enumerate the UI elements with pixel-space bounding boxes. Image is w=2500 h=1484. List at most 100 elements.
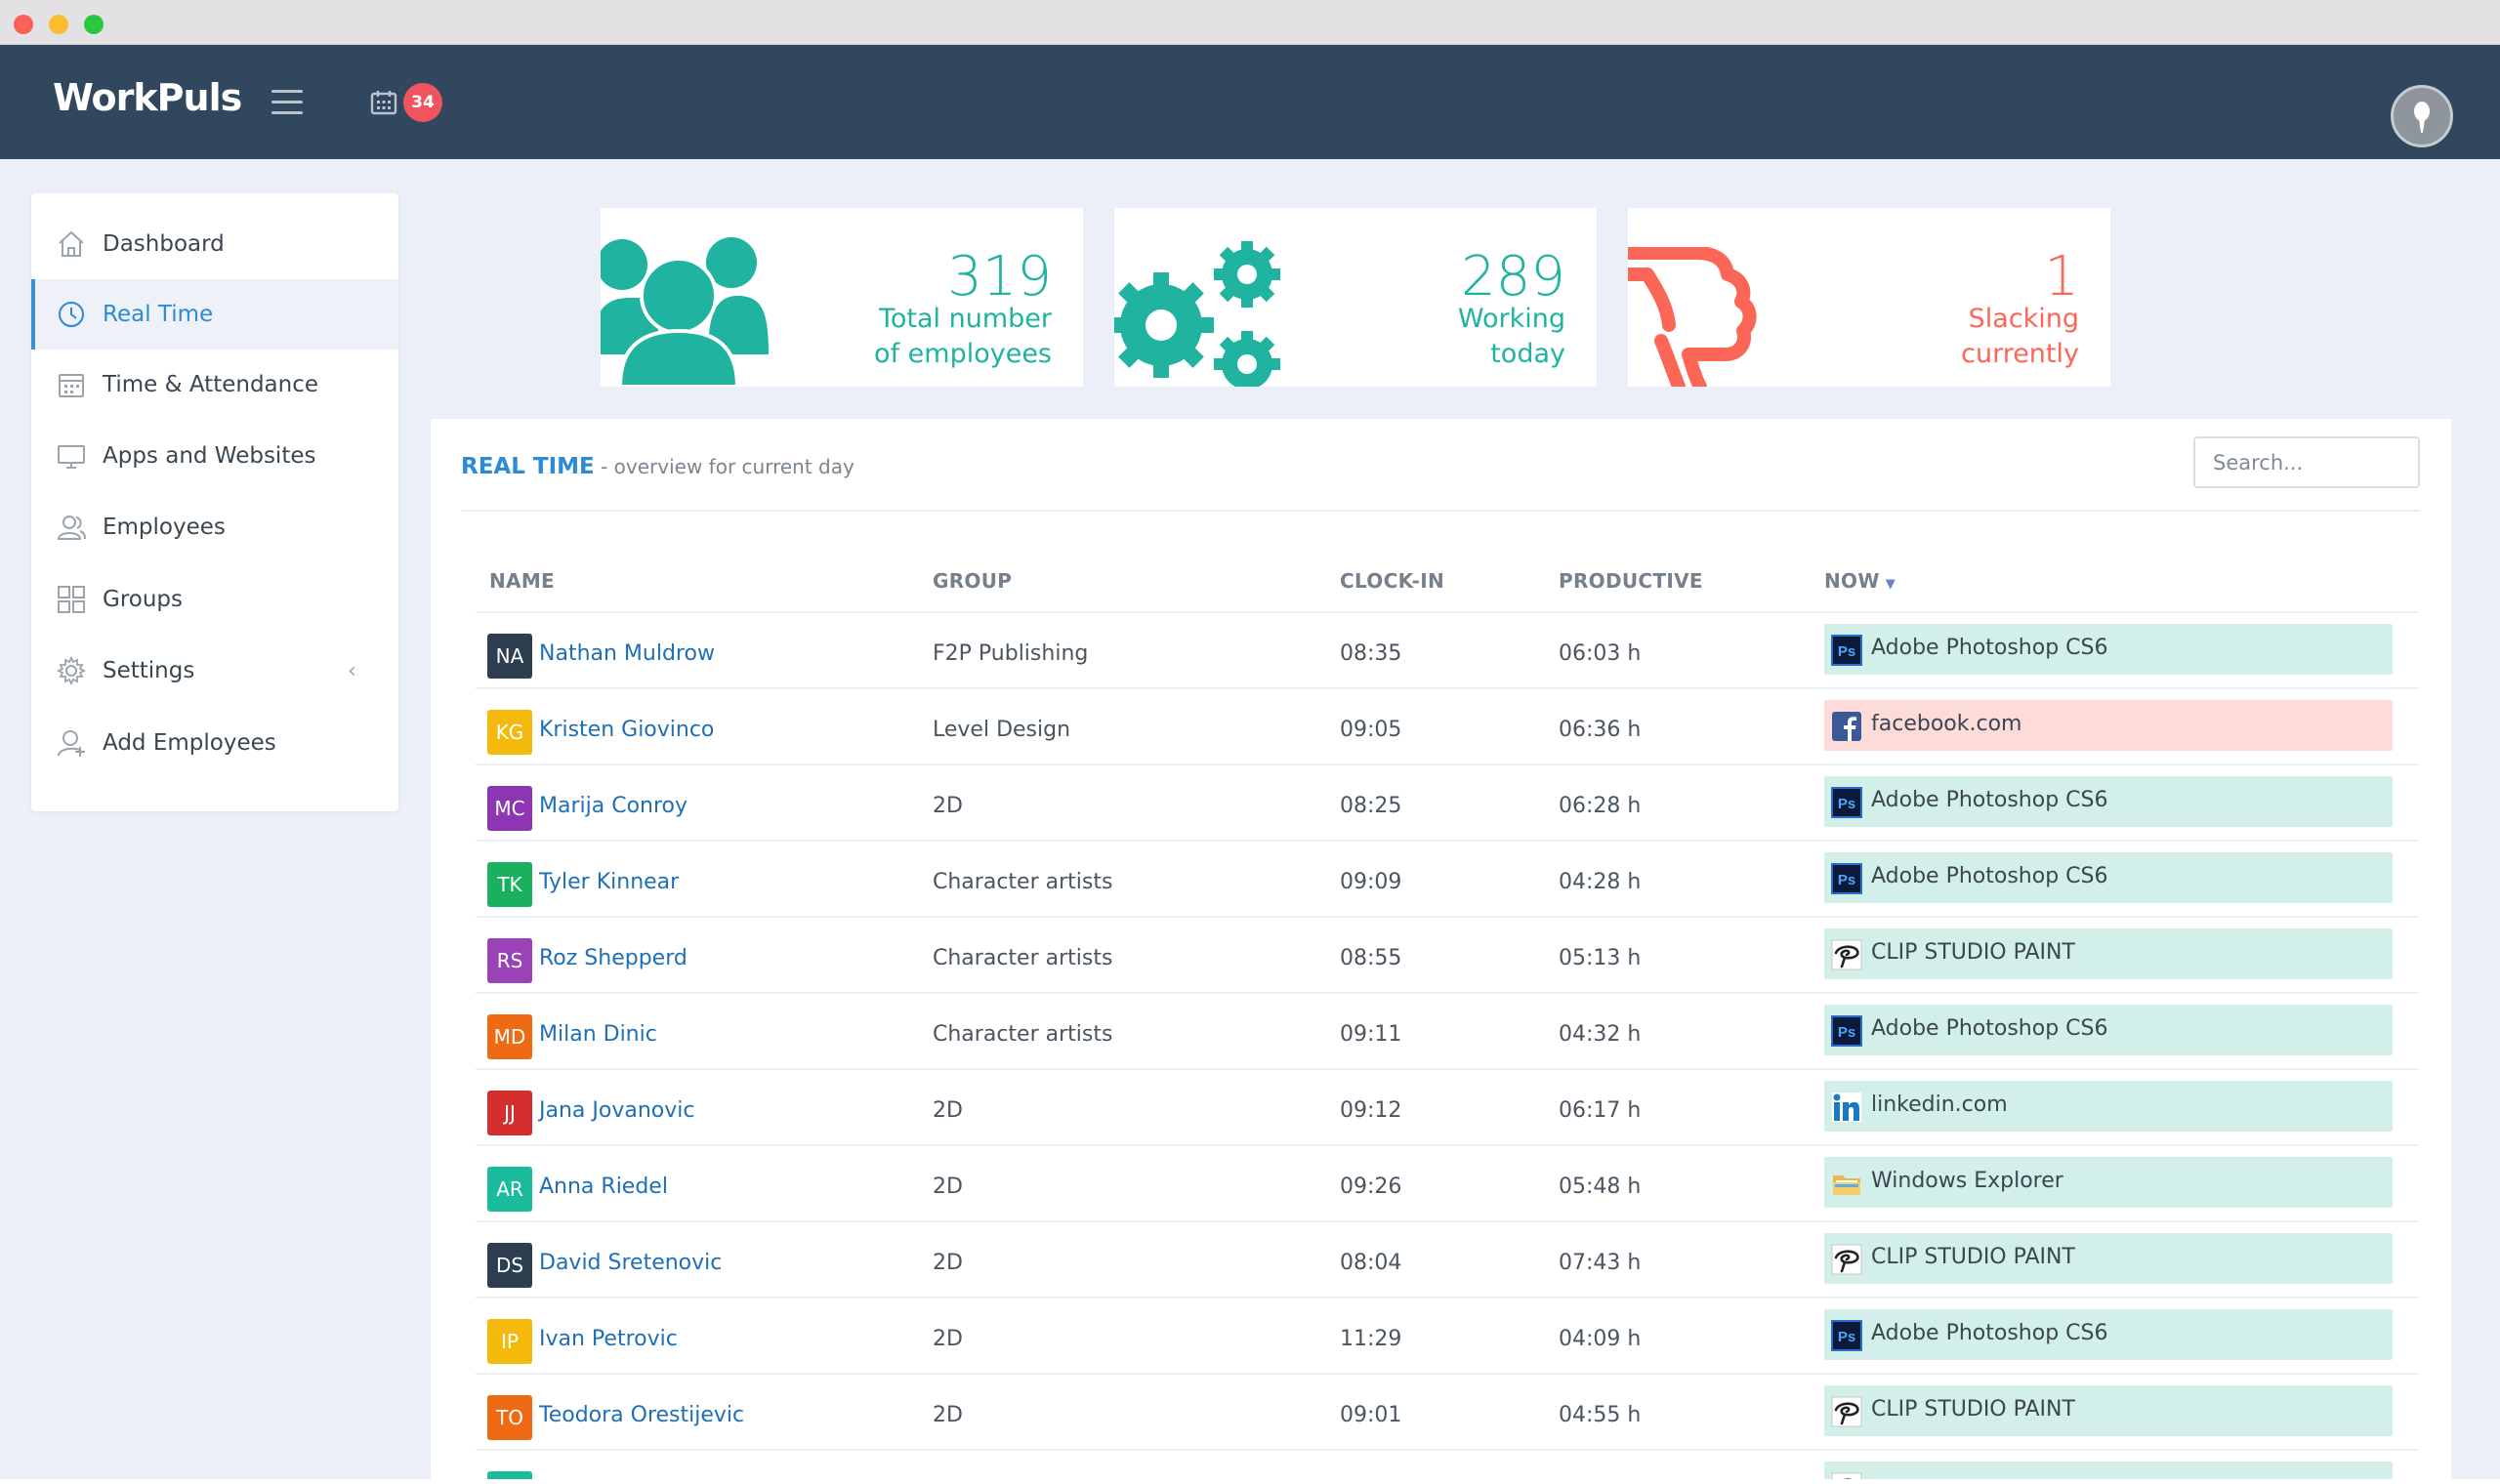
window-zoom-button[interactable] (84, 15, 104, 34)
column-header-now[interactable]: NOW ▼ (1824, 569, 1896, 593)
chevron-left-icon[interactable]: ‹ (348, 658, 356, 683)
employee-name-link[interactable]: Teodora Orestijevic (539, 1403, 745, 1427)
notification-badge[interactable]: 34 (403, 83, 442, 122)
group-cell: 2D (933, 1327, 963, 1351)
table-row[interactable]: AR Anna Riedel 2D 09:26 05:48 h Windows Explo… (476, 1144, 2419, 1220)
employee-avatar: DS (487, 1243, 532, 1288)
users-icon (57, 515, 86, 540)
group-cell: Character artists (933, 870, 1113, 894)
employee-avatar: IP (487, 1319, 532, 1364)
people-icon (601, 237, 769, 387)
clockin-cell: 08:55 (1340, 946, 1402, 970)
table-row[interactable]: DS David Sretenovic 2D 08:04 07:43 h CLIP STU… (476, 1220, 2419, 1297)
stat-card-working-today: 289 Working today (1114, 208, 1597, 387)
sidebar-item-label: Dashboard (103, 231, 225, 257)
current-app-label: Adobe Photoshop CS6 (1871, 864, 2108, 888)
search-input[interactable] (2193, 436, 2420, 488)
sort-down-icon: ▼ (1885, 577, 1896, 592)
employee-avatar: TK (487, 862, 532, 907)
stat-label-line2: of employees (874, 339, 1052, 369)
employee-name-link[interactable]: Anna Riedel (539, 1175, 668, 1199)
employee-avatar: KG (487, 710, 532, 755)
current-app-cell: Ps Adobe Photoshop CS6 (1824, 1005, 2393, 1055)
table-row[interactable]: MD Milan Dinic Character artists 09:11 04:32… (476, 992, 2419, 1068)
calendar-icon (59, 374, 84, 397)
current-app-label: CLIP STUDIO PAINT (1871, 1397, 2075, 1422)
current-app-label: Windows Explorer (1871, 1169, 2063, 1193)
employee-name-link[interactable]: Jana Jovanovic (539, 1098, 695, 1123)
sidebar-item-label: Time & Attendance (103, 372, 319, 397)
stat-label-line2: currently (1961, 339, 2079, 369)
table-row[interactable] (476, 1449, 2419, 1479)
table-row[interactable]: KG Kristen Giovinco Level Design 09:05 06:36… (476, 687, 2419, 763)
productive-cell: 05:13 h (1559, 946, 1642, 970)
column-header-name[interactable]: NAME (489, 569, 555, 593)
sidebar-item-label: Add Employees (103, 730, 276, 756)
svg-text:Ps: Ps (1838, 796, 1855, 812)
employee-name-link[interactable]: Milan Dinic (539, 1022, 657, 1047)
column-header-group[interactable]: GROUP (933, 569, 1013, 593)
productive-cell: 06:17 h (1559, 1098, 1642, 1123)
column-header-clockin[interactable]: CLOCK-IN (1340, 569, 1445, 593)
stat-value: 319 (947, 245, 1052, 309)
column-header-productive[interactable]: PRODUCTIVE (1559, 569, 1703, 593)
sidebar-item-add-employees[interactable]: Add Employees (31, 708, 398, 778)
table-row[interactable]: MC Marija Conroy 2D 08:25 06:28 h Ps Adobe Pho… (476, 763, 2419, 840)
employee-name-link[interactable]: Ivan Petrovic (539, 1327, 678, 1351)
sidebar-item-employees[interactable]: Employees (31, 492, 398, 562)
employee-name-link[interactable]: Kristen Giovinco (539, 718, 715, 742)
employee-name-link[interactable]: Tyler Kinnear (539, 870, 680, 894)
table-row[interactable]: IP Ivan Petrovic 2D 11:29 04:09 h Ps Adobe Pho… (476, 1297, 2419, 1373)
sidebar-item-dashboard[interactable]: Dashboard (31, 209, 398, 279)
stat-label-line2: today (1490, 339, 1565, 369)
employee-avatar: NA (487, 634, 532, 679)
sidebar-item-time-attendance[interactable]: Time & Attendance (31, 350, 398, 420)
productive-cell: 04:28 h (1559, 870, 1642, 894)
stat-card-total-employees: 319 Total number of employees (601, 208, 1083, 387)
table-row[interactable]: RS Roz Shepperd Character artists 08:55 05:1… (476, 916, 2419, 992)
panel-title: REAL TIME - overview for current day (461, 454, 854, 479)
table-row[interactable]: TK Tyler Kinnear Character artists 09:09 04:… (476, 840, 2419, 916)
sidebar-item-apps-websites[interactable]: Apps and Websites (31, 421, 398, 491)
current-app-label: Adobe Photoshop CS6 (1871, 1321, 2108, 1345)
sidebar-item-label: Groups (103, 587, 184, 612)
group-cell: Character artists (933, 946, 1113, 970)
sidebar-item-settings[interactable]: Settings ‹ (31, 636, 398, 706)
group-cell: 2D (933, 1403, 963, 1427)
current-app-label: Adobe Photoshop CS6 (1871, 1016, 2108, 1041)
productive-cell: 06:03 h (1559, 641, 1642, 666)
employee-avatar: TO (487, 1395, 532, 1440)
app-logo[interactable]: WorkPuls (53, 76, 242, 119)
employee-name-link[interactable]: Nathan Muldrow (539, 641, 715, 666)
table-row[interactable]: JJ Jana Jovanovic 2D 09:12 06:17 h linkedin.c… (476, 1068, 2419, 1144)
group-cell: Level Design (933, 718, 1071, 742)
employee-avatar: MC (487, 786, 532, 831)
table-row[interactable]: TO Teodora Orestijevic 2D 09:01 04:55 h CLIP … (476, 1373, 2419, 1449)
employee-avatar (487, 1471, 532, 1479)
table-row[interactable]: NA Nathan Muldrow F2P Publishing 08:35 06:03… (476, 611, 2419, 687)
current-app-cell: CLIP STUDIO PAINT (1824, 1385, 2393, 1436)
sidebar-item-label: Apps and Websites (103, 443, 316, 469)
current-app-label: Adobe Photoshop CS6 (1871, 636, 2108, 660)
window-close-button[interactable] (14, 15, 33, 34)
employee-avatar: MD (487, 1014, 532, 1059)
group-cell: 2D (933, 1251, 963, 1275)
current-app-label: Adobe Photoshop CS6 (1871, 788, 2108, 812)
user-avatar[interactable] (2391, 85, 2453, 147)
current-app-cell: Ps Adobe Photoshop CS6 (1824, 776, 2393, 827)
sidebar-item-groups[interactable]: Groups (31, 564, 398, 635)
window-minimize-button[interactable] (49, 15, 68, 34)
current-app-cell: Ps Adobe Photoshop CS6 (1824, 1309, 2393, 1360)
employee-name-link[interactable]: David Sretenovic (539, 1251, 723, 1275)
employee-name-link[interactable]: Roz Shepperd (539, 946, 688, 970)
column-header-now-label: NOW (1824, 569, 1880, 593)
hamburger-menu-icon[interactable] (271, 90, 303, 115)
current-app-label: CLIP STUDIO PAINT (1871, 1245, 2075, 1269)
group-cell: 2D (933, 794, 963, 818)
calendar-icon[interactable] (370, 90, 397, 115)
sidebar-item-label: Real Time (103, 302, 214, 327)
employee-name-link[interactable]: Marija Conroy (539, 794, 688, 818)
stat-value: 1 (2044, 245, 2079, 309)
stat-label-line1: Working (1457, 304, 1565, 334)
sidebar-item-real-time[interactable]: Real Time (31, 279, 398, 350)
